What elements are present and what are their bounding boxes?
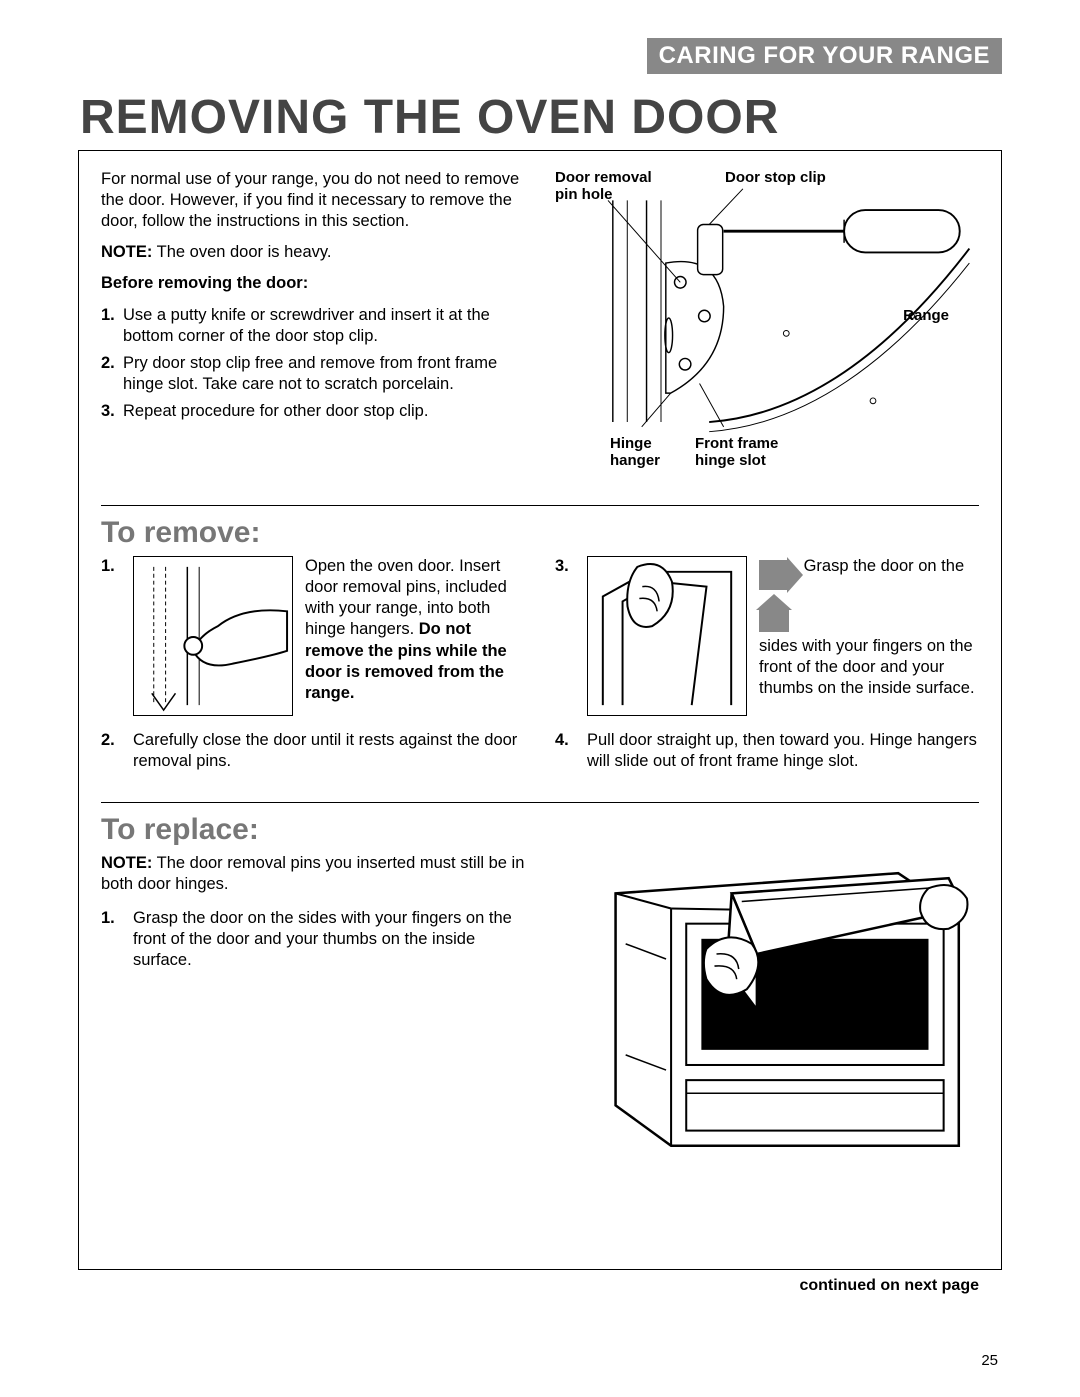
arrow-right-icon bbox=[759, 560, 789, 590]
figure-grasp-door bbox=[587, 556, 747, 716]
step-number: 4. bbox=[555, 730, 577, 772]
step-text: Use a putty knife or screwdriver and ins… bbox=[123, 305, 525, 347]
remove-left-column: 1. Open the oven door. Inser bbox=[101, 556, 525, 782]
remove-columns: 1. Open the oven door. Inser bbox=[101, 556, 979, 782]
page-title: REMOVING THE OVEN DOOR bbox=[80, 90, 779, 145]
arrow-up-icon bbox=[759, 608, 789, 632]
step-text: Carefully close the door until it rests … bbox=[133, 730, 525, 772]
replace-note: NOTE: The door removal pins you inserted… bbox=[101, 853, 525, 895]
note-label: NOTE: bbox=[101, 243, 152, 261]
oven-replace-svg bbox=[555, 853, 979, 1156]
step-text: Grasp the door on the sides with your fi… bbox=[133, 908, 525, 971]
hinge-diagram: Door removal pin hole Door stop clip Ran… bbox=[555, 169, 979, 463]
content-frame: For normal use of your range, you do not… bbox=[78, 150, 1002, 1270]
step-number: 3. bbox=[555, 556, 577, 716]
note-label: NOTE: bbox=[101, 854, 152, 872]
remove-step-3: 3. Grasp t bbox=[555, 556, 979, 716]
remove-right-column: 3. Grasp t bbox=[555, 556, 979, 782]
step-text: Repeat procedure for other door stop cli… bbox=[123, 401, 428, 422]
divider bbox=[101, 505, 979, 506]
before-step-3: 3.Repeat procedure for other door stop c… bbox=[101, 401, 525, 422]
intro-text-column: For normal use of your range, you do not… bbox=[101, 169, 525, 463]
step-number: 3. bbox=[101, 401, 123, 422]
remove-step-1: 1. Open the oven door. Inser bbox=[101, 556, 525, 716]
step-body: Open the oven door. Insert door removal … bbox=[133, 556, 525, 716]
step-number: 1. bbox=[101, 556, 123, 716]
intro-paragraph: For normal use of your range, you do not… bbox=[101, 169, 525, 232]
before-step-2: 2.Pry door stop clip free and remove fro… bbox=[101, 353, 525, 395]
label-pin-hole: Door removal pin hole bbox=[555, 169, 652, 204]
label-hinge-hanger: Hinge hanger bbox=[610, 435, 660, 470]
replace-step-1: 1. Grasp the door on the sides with your… bbox=[101, 908, 525, 971]
before-heading: Before removing the door: bbox=[101, 273, 525, 294]
to-replace-heading: To replace: bbox=[101, 813, 979, 847]
hand-pin-svg bbox=[134, 557, 292, 715]
label-front-frame-slot: Front frame hinge slot bbox=[695, 435, 778, 470]
figure-replace-door bbox=[555, 853, 979, 1161]
remove-step-2: 2. Carefully close the door until it res… bbox=[101, 730, 525, 772]
figure-insert-pin bbox=[133, 556, 293, 716]
note-text: The oven door is heavy. bbox=[152, 243, 331, 261]
continued-label: continued on next page bbox=[799, 1277, 979, 1295]
step-number: 1. bbox=[101, 908, 123, 971]
remove-step-4: 4. Pull door straight up, then toward yo… bbox=[555, 730, 979, 772]
before-step-1: 1.Use a putty knife or screwdriver and i… bbox=[101, 305, 525, 347]
step-text-a: Open the oven door. Insert door removal … bbox=[305, 557, 507, 638]
step-number: 1. bbox=[101, 305, 123, 347]
step-text: Pry door stop clip free and remove from … bbox=[123, 353, 525, 395]
note-text: The door removal pins you inserted must … bbox=[101, 854, 524, 893]
step-text: Pull door straight up, then toward you. … bbox=[587, 730, 979, 772]
divider bbox=[101, 802, 979, 803]
replace-row: NOTE: The door removal pins you inserted… bbox=[101, 853, 979, 1161]
step-number: 2. bbox=[101, 353, 123, 395]
step-body: Grasp the door on the sides with your fi… bbox=[587, 556, 979, 716]
before-steps-list: 1.Use a putty knife or screwdriver and i… bbox=[101, 305, 525, 423]
intro-row: For normal use of your range, you do not… bbox=[101, 169, 979, 463]
note-line: NOTE: The oven door is heavy. bbox=[101, 242, 525, 263]
page-number: 25 bbox=[981, 1352, 998, 1369]
replace-text-column: NOTE: The door removal pins you inserted… bbox=[101, 853, 525, 1161]
grasp-door-svg bbox=[588, 557, 746, 715]
label-door-stop-clip: Door stop clip bbox=[725, 169, 826, 186]
step-number: 2. bbox=[101, 730, 123, 772]
to-remove-heading: To remove: bbox=[101, 516, 979, 550]
label-range: Range bbox=[903, 307, 949, 324]
section-header-bar: CARING FOR YOUR RANGE bbox=[647, 38, 1002, 74]
